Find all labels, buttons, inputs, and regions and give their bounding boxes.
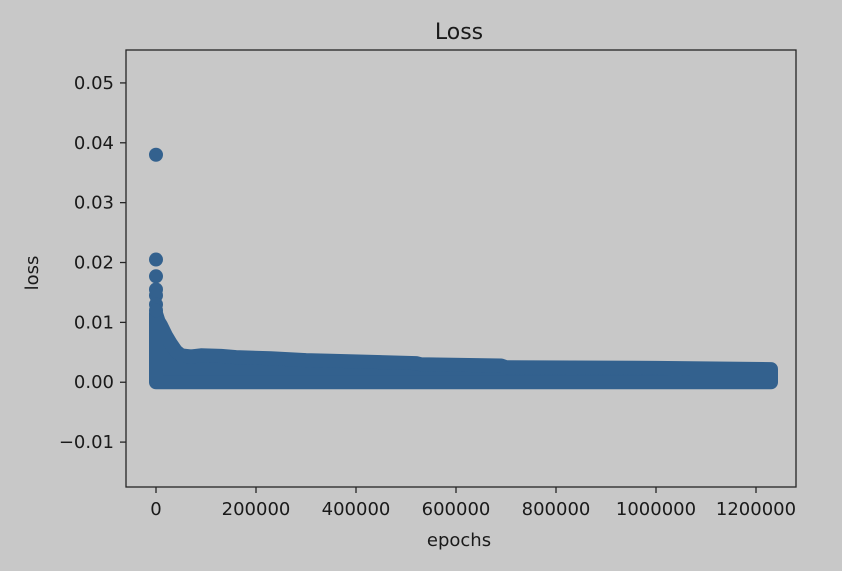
- data-point: [149, 269, 163, 284]
- y-tick-label: 0.03: [74, 193, 114, 214]
- chart-title: Loss: [435, 20, 483, 45]
- y-tick-label: −0.01: [59, 432, 114, 453]
- plot-area: [126, 50, 796, 487]
- y-tick-label: 0.05: [74, 73, 114, 94]
- y-tick-label: 0.00: [74, 372, 114, 393]
- data-point: [149, 252, 163, 267]
- dense-points-band: [149, 306, 778, 390]
- axes-frame: [125, 49, 797, 488]
- y-tick-label: 0.02: [74, 253, 114, 274]
- data-point: [149, 303, 163, 318]
- axes: 0 200000 400000 600000 800000 1000000 1200000 −…: [59, 49, 797, 520]
- y-axis-label: loss: [22, 256, 43, 291]
- x-tick-label: 800000: [522, 499, 591, 520]
- axes-background: [126, 50, 796, 487]
- x-tick-label: 200000: [222, 499, 291, 520]
- y-tick-label: 0.01: [74, 312, 114, 333]
- y-tick-label: 0.04: [74, 133, 114, 154]
- x-tick-label: 1200000: [716, 499, 796, 520]
- x-tick-label: 1000000: [616, 499, 696, 520]
- x-tick-label: 600000: [422, 499, 491, 520]
- data-point: [149, 147, 163, 162]
- x-tick-label: 0: [150, 499, 161, 520]
- x-tick-label: 400000: [322, 499, 391, 520]
- x-axis-label: epochs: [427, 530, 491, 551]
